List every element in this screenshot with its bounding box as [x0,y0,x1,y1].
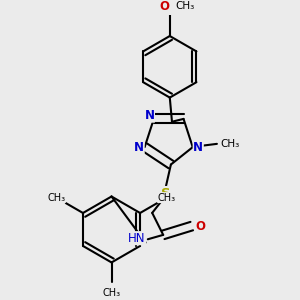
Text: N: N [193,141,203,154]
Text: CH₃: CH₃ [103,288,121,298]
Text: O: O [159,0,169,13]
Text: N: N [134,141,144,154]
Text: N: N [144,109,154,122]
Text: CH₃: CH₃ [176,1,195,11]
Text: CH₃: CH₃ [47,193,65,202]
Text: HN: HN [128,232,146,245]
Text: S: S [160,187,170,200]
Text: O: O [196,220,206,232]
Text: CH₃: CH₃ [220,139,240,149]
Text: CH₃: CH₃ [158,193,176,202]
